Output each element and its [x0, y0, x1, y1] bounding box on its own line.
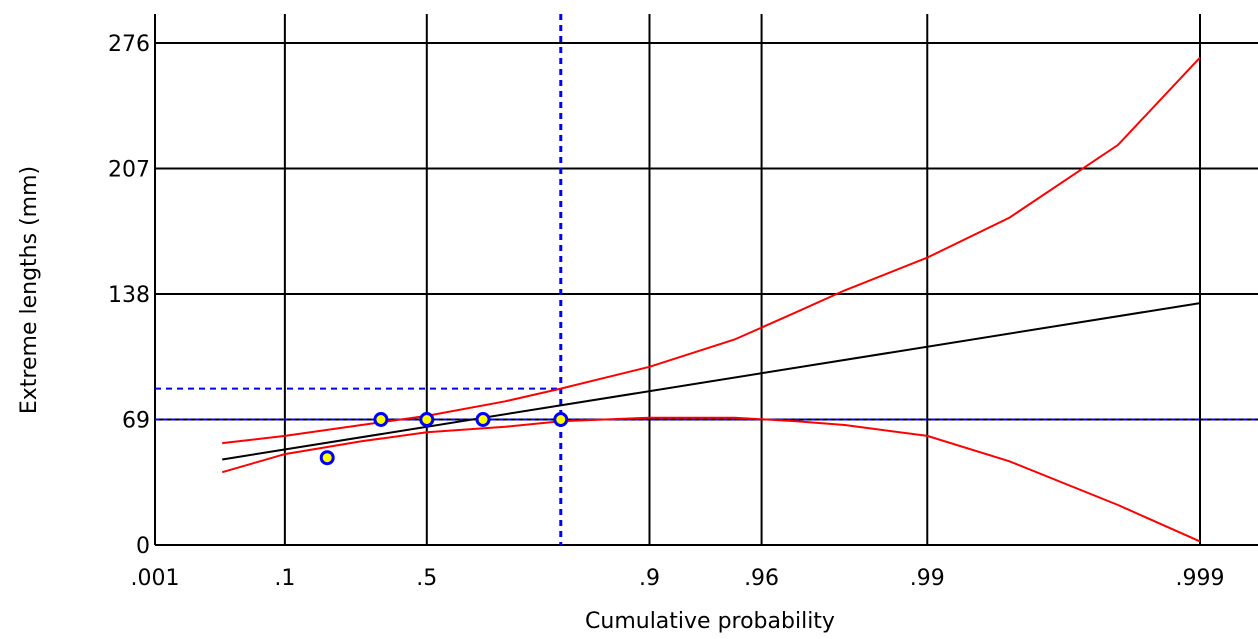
grid-layer [154, 14, 1258, 546]
upper-confidence-curve [222, 56, 1201, 445]
x-tick-label-p9: .9 [639, 566, 660, 591]
lower-confidence-curve [221, 416, 1201, 543]
observation-marker-4 [475, 412, 491, 427]
y-tick-label-69: 69 [122, 409, 150, 434]
x-tick-label-p99: .99 [910, 566, 945, 591]
curve-layer [221, 56, 1201, 543]
observation-marker-5 [553, 412, 569, 427]
x-tick-label-p5: .5 [416, 566, 437, 591]
y-tick-label-276: 276 [108, 32, 150, 57]
x-axis-title: Cumulative probability [585, 609, 835, 634]
observation-marker-3 [419, 412, 435, 427]
x-tick-label-p001: .001 [131, 566, 180, 591]
observation-marker-1 [319, 450, 335, 466]
reference-lines [155, 14, 1258, 545]
y-tick-label-0: 0 [136, 534, 150, 559]
x-tick-label-p96: .96 [744, 566, 779, 591]
fitted-line [222, 302, 1201, 461]
x-tick-label-p1: .1 [274, 566, 295, 591]
y-tick-label-207: 207 [108, 158, 150, 183]
y-axis-title: Extreme lengths (mm) [17, 166, 42, 414]
y-tick-label-138: 138 [108, 283, 150, 308]
tick-labels: .001 .1 .5 .9 .96 .99 .999 0 69 138 207 276 [108, 32, 1224, 591]
x-tick-label-p999: .999 [1176, 566, 1225, 591]
observation-marker-2 [373, 412, 389, 427]
observation-markers [319, 412, 569, 466]
